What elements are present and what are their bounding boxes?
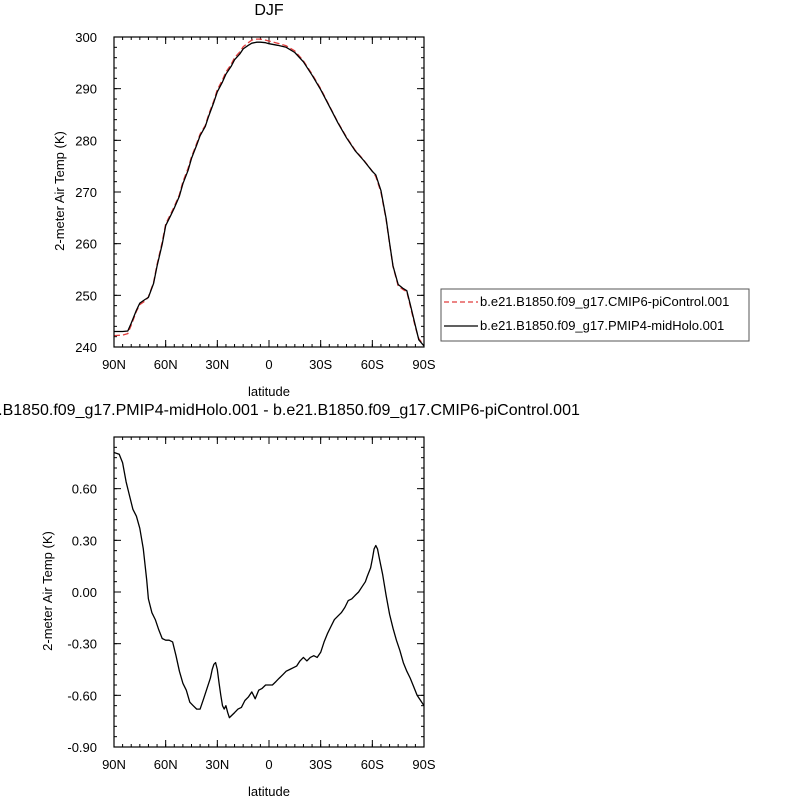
- top-x-tick-label: 0: [265, 357, 272, 372]
- bottom-x-tick-label: 30N: [205, 757, 229, 772]
- top-y-tick-label: 250: [75, 288, 97, 303]
- top-y-tick-label: 270: [75, 185, 97, 200]
- legend-box: [440, 288, 750, 342]
- bottom-y-tick-label: -0.60: [67, 688, 97, 703]
- top-plot-frame: [113, 36, 425, 348]
- top-y-tick-label: 240: [75, 340, 97, 355]
- bottom-y-tick-label: 0.00: [72, 585, 97, 600]
- top-y-axis-title: 2-meter Air Temp (K): [52, 131, 67, 251]
- bottom-plot-frame: [113, 436, 425, 748]
- top-y-tick-label: 300: [75, 30, 97, 45]
- bottom-y-tick-label: 0.30: [72, 533, 97, 548]
- bottom-x-tick-label: 60N: [154, 757, 178, 772]
- top-y-tick-label: 260: [75, 237, 97, 252]
- top-x-axis-title: latitude: [248, 384, 290, 399]
- bottom-x-tick-label: 60S: [361, 757, 384, 772]
- top-x-tick-label: 60S: [361, 357, 384, 372]
- top-plot-area: 90N 60N 30N 0 30S 60S 90S 300 290 280 270 260 250 240: [75, 30, 436, 372]
- legend-label-picontrol: b.e21.B1850.f09_g17.CMIP6-piControl.001: [480, 294, 729, 309]
- top-x-tick-label: 30N: [205, 357, 229, 372]
- top-x-tick-label: 90N: [102, 357, 126, 372]
- bottom-x-tick-label: 90S: [412, 757, 435, 772]
- bottom-series-line-difference: [113, 451, 425, 719]
- top-x-tick-label: 90S: [412, 357, 435, 372]
- bottom-y-tick-label: 0.60: [72, 482, 97, 497]
- top-y-tick-label: 290: [75, 82, 97, 97]
- bottom-x-tick-label: 30S: [309, 757, 332, 772]
- top-series-line-picontrol: [113, 38, 425, 346]
- bottom-y-tick-label: -0.90: [67, 740, 97, 755]
- top-x-tick-label: 60N: [154, 357, 178, 372]
- bottom-y-axis-title: 2-meter Air Temp (K): [40, 531, 55, 651]
- bottom-plot-area: 90N 60N 30N 0 30S 60S 90S 0.60 0.30 0.00 -0.30 -0.6…: [67, 436, 436, 772]
- bottom-y-tick-label: -0.30: [67, 637, 97, 652]
- legend: b.e21.B1850.f09_g17.CMIP6-piControl.001 …: [440, 288, 750, 342]
- top-y-tick-label: 280: [75, 133, 97, 148]
- legend-label-midholo: b.e21.B1850.f09_g17.PMIP4-midHolo.001: [480, 318, 724, 333]
- top-chart-title: DJF: [254, 2, 284, 19]
- bottom-x-tick-label: 0: [265, 757, 272, 772]
- bottom-chart-title: b.e21.B1850.f09_g17.PMIP4-midHolo.001 - …: [0, 402, 580, 419]
- top-series-line-midholo: [114, 41, 425, 347]
- top-x-tick-label: 30S: [309, 357, 332, 372]
- bottom-x-axis-title: latitude: [248, 784, 290, 799]
- bottom-x-tick-label: 90N: [102, 757, 126, 772]
